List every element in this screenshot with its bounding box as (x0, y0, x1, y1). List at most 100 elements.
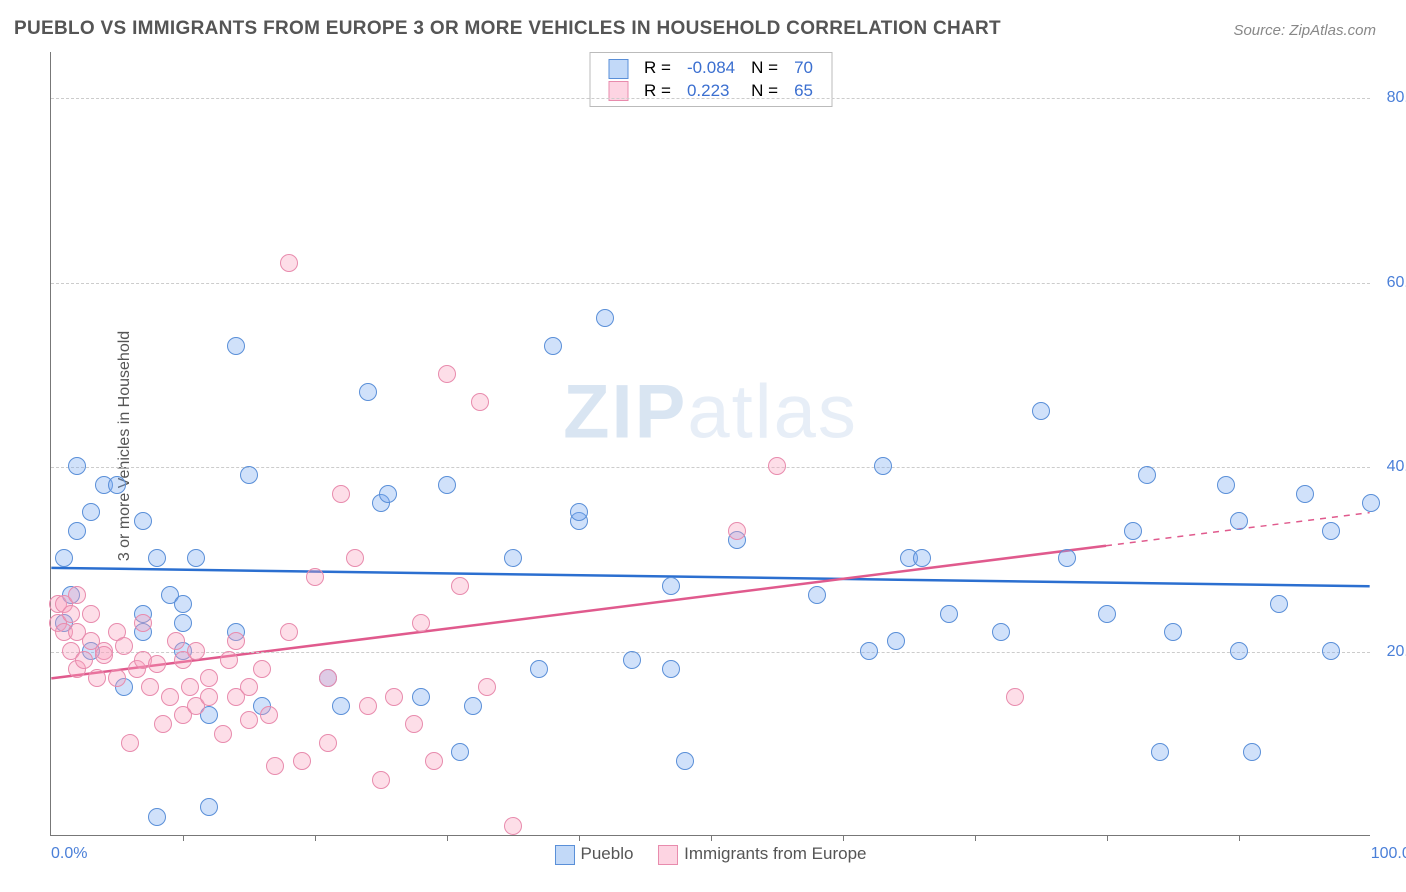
data-point (940, 605, 958, 623)
legend-series: Pueblo Immigrants from Europe (544, 844, 876, 865)
data-point (385, 688, 403, 706)
data-point (148, 655, 166, 673)
data-point (187, 549, 205, 567)
data-point (379, 485, 397, 503)
data-point (372, 771, 390, 789)
data-point (95, 646, 113, 664)
legend-label: Immigrants from Europe (684, 844, 866, 863)
watermark: ZIPatlas (563, 369, 858, 456)
data-point (280, 254, 298, 272)
data-point (240, 711, 258, 729)
data-point (544, 337, 562, 355)
y-tick-label: 20.0% (1387, 643, 1406, 661)
data-point (306, 568, 324, 586)
data-point (134, 512, 152, 530)
data-point (504, 549, 522, 567)
data-point (874, 457, 892, 475)
data-point (438, 365, 456, 383)
data-point (359, 383, 377, 401)
gridline (51, 98, 1370, 99)
r-value: -0.084 (679, 57, 743, 80)
data-point (662, 577, 680, 595)
x-tick-mark (1239, 835, 1240, 841)
legend-row: R = -0.084 N = 70 (600, 57, 821, 80)
x-tick-mark (843, 835, 844, 841)
data-point (1296, 485, 1314, 503)
x-tick-mark (447, 835, 448, 841)
data-point (570, 503, 588, 521)
chart-title: PUEBLO VS IMMIGRANTS FROM EUROPE 3 OR MO… (14, 18, 1001, 40)
swatch-pueblo (554, 845, 574, 865)
data-point (768, 457, 786, 475)
data-point (405, 715, 423, 733)
data-point (200, 688, 218, 706)
x-tick-mark (183, 835, 184, 841)
data-point (662, 660, 680, 678)
data-point (1138, 466, 1156, 484)
x-tick-mark (975, 835, 976, 841)
data-point (676, 752, 694, 770)
x-tick-mark (1107, 835, 1108, 841)
y-tick-label: 60.0% (1387, 274, 1406, 292)
source-citation: Source: ZipAtlas.com (1233, 22, 1376, 39)
legend-label: Pueblo (580, 844, 633, 863)
data-point (68, 586, 86, 604)
data-point (1151, 743, 1169, 761)
data-point (451, 743, 469, 761)
data-point (88, 669, 106, 687)
data-point (478, 678, 496, 696)
data-point (293, 752, 311, 770)
data-point (108, 476, 126, 494)
data-point (240, 466, 258, 484)
data-point (240, 678, 258, 696)
data-point (623, 651, 641, 669)
data-point (464, 697, 482, 715)
swatch-pueblo (608, 59, 628, 79)
n-label: N = (743, 57, 786, 80)
plot-area: ZIPatlas R = -0.084 N = 70 R = 0.223 N =… (50, 52, 1370, 836)
legend-item: Immigrants from Europe (658, 844, 866, 863)
data-point (808, 586, 826, 604)
data-point (319, 734, 337, 752)
data-point (412, 614, 430, 632)
data-point (596, 309, 614, 327)
data-point (992, 623, 1010, 641)
data-point (860, 642, 878, 660)
gridline (51, 283, 1370, 284)
data-point (174, 614, 192, 632)
data-point (1243, 743, 1261, 761)
data-point (55, 549, 73, 567)
data-point (728, 522, 746, 540)
data-point (1230, 512, 1248, 530)
data-point (887, 632, 905, 650)
x-axis-max: 100.0% (1371, 845, 1406, 863)
data-point (68, 457, 86, 475)
n-value: 70 (786, 57, 821, 80)
y-tick-label: 80.0% (1387, 89, 1406, 107)
data-point (1006, 688, 1024, 706)
data-point (167, 632, 185, 650)
data-point (115, 637, 133, 655)
swatch-europe (658, 845, 678, 865)
data-point (62, 605, 80, 623)
x-tick-mark (579, 835, 580, 841)
data-point (438, 476, 456, 494)
data-point (161, 688, 179, 706)
data-point (108, 669, 126, 687)
data-point (200, 798, 218, 816)
data-point (1098, 605, 1116, 623)
gridline (51, 652, 1370, 653)
data-point (220, 651, 238, 669)
data-point (1124, 522, 1142, 540)
data-point (154, 715, 172, 733)
x-axis-min: 0.0% (51, 845, 87, 863)
data-point (319, 669, 337, 687)
data-point (332, 697, 350, 715)
data-point (1322, 642, 1340, 660)
data-point (181, 678, 199, 696)
legend-item: Pueblo (554, 844, 633, 863)
data-point (1362, 494, 1380, 512)
data-point (346, 549, 364, 567)
data-point (253, 660, 271, 678)
data-point (174, 595, 192, 613)
